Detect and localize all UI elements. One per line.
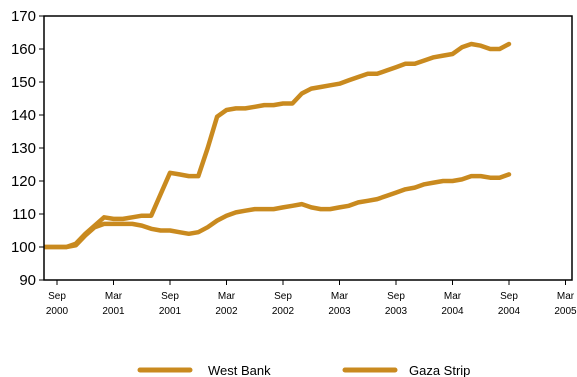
x-tick-label-year: 2005 — [554, 306, 577, 317]
x-tick-label-year: 2002 — [272, 306, 295, 317]
x-tick-label-month: Mar — [557, 291, 575, 302]
series-layer — [44, 41, 512, 250]
x-tick-label-year: 2002 — [215, 306, 238, 317]
x-tick-label-month: Sep — [48, 291, 66, 302]
x-tick-label-year: 2001 — [159, 306, 182, 317]
x-tick-label-month: Mar — [105, 291, 123, 302]
legend: West Bank Gaza Strip — [137, 363, 470, 377]
x-tick-label-month: Mar — [444, 291, 462, 302]
y-axis: 90 100 110 120 130 140 150 160 170 — [11, 8, 44, 289]
y-tick-label: 120 — [11, 173, 36, 190]
x-tick-label-month: Sep — [387, 291, 405, 302]
x-tick-label-year: 2003 — [385, 306, 408, 317]
x-tick-label-month: Mar — [218, 291, 236, 302]
x-tick-label-year: 2001 — [102, 306, 125, 317]
y-tick-label: 130 — [11, 140, 36, 157]
y-tick-label: 110 — [12, 206, 36, 223]
x-axis: Sep 2000 Mar 2001 Sep 2001 Mar 2002 Sep 2002 Mar 20… — [46, 280, 577, 317]
y-tick-label: 100 — [11, 239, 36, 256]
legend-label: Gaza Strip — [409, 363, 470, 377]
series-line-west-bank — [44, 41, 512, 250]
y-tick-label: 150 — [11, 74, 36, 91]
series-line-gaza-strip — [44, 172, 512, 250]
x-tick-label-month: Sep — [161, 291, 179, 302]
x-tick-label-year: 2000 — [46, 306, 69, 317]
x-tick-label-year: 2004 — [498, 306, 521, 317]
y-tick-label: 140 — [11, 107, 36, 124]
y-tick-label: 170 — [11, 8, 36, 25]
x-tick-label-year: 2003 — [328, 306, 351, 317]
plot-frame — [43, 15, 573, 281]
x-tick-label-month: Sep — [274, 291, 292, 302]
y-tick-label: 90 — [19, 272, 36, 289]
x-tick-label-month: Mar — [331, 291, 349, 302]
x-tick-label-year: 2004 — [441, 306, 464, 317]
x-tick-label-month: Sep — [500, 291, 518, 302]
y-tick-label: 160 — [11, 41, 36, 58]
legend-label: West Bank — [208, 363, 271, 377]
